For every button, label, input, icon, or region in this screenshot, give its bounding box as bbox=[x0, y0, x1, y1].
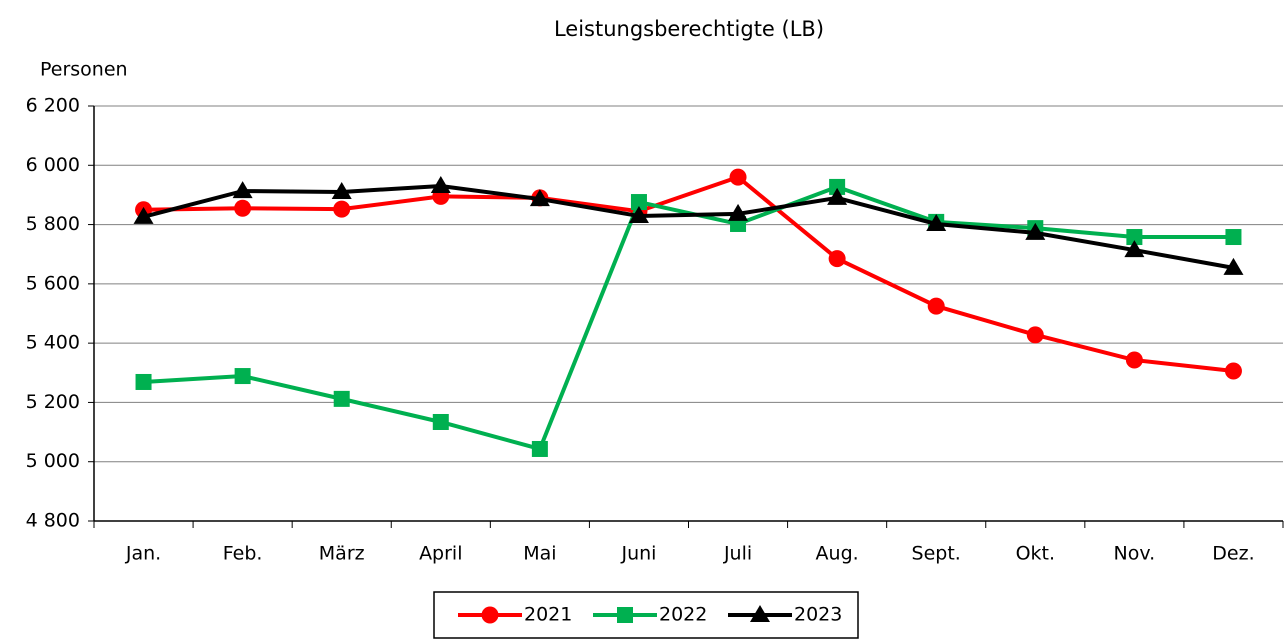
marker bbox=[1126, 229, 1143, 246]
series-line bbox=[143, 184, 1234, 452]
marker bbox=[728, 203, 749, 221]
y-tick-label: 5 600 bbox=[26, 272, 80, 294]
marker bbox=[927, 297, 945, 315]
x-tick-label: Juli bbox=[723, 543, 752, 565]
marker bbox=[1025, 222, 1046, 240]
marker bbox=[481, 606, 499, 624]
series-line bbox=[143, 174, 1234, 373]
marker bbox=[432, 413, 449, 430]
x-tick-label: Dez. bbox=[1212, 543, 1254, 565]
marker bbox=[430, 176, 451, 194]
marker bbox=[926, 213, 947, 231]
x-tick-label: Okt. bbox=[1016, 543, 1055, 565]
marker bbox=[827, 187, 848, 205]
y-axis-label: Personen bbox=[40, 59, 128, 81]
marker bbox=[333, 390, 350, 407]
x-tick-label: Jan. bbox=[125, 543, 161, 565]
series-line bbox=[143, 184, 1234, 270]
marker bbox=[630, 194, 647, 211]
marker bbox=[232, 181, 253, 199]
x-tick-label: Feb. bbox=[223, 543, 263, 565]
x-tick-label: Juni bbox=[620, 543, 656, 565]
marker bbox=[1225, 229, 1242, 246]
x-tick-label: Sept. bbox=[912, 543, 961, 565]
legend-label: 2021 bbox=[524, 604, 572, 626]
marker bbox=[529, 189, 550, 207]
chart-title: Leistungsberechtigte (LB) bbox=[554, 17, 824, 41]
marker bbox=[729, 168, 747, 186]
legend-label: 2023 bbox=[794, 604, 842, 626]
y-tick-label: 5 800 bbox=[26, 213, 80, 235]
marker bbox=[1124, 240, 1145, 258]
marker bbox=[1125, 351, 1143, 369]
marker bbox=[135, 373, 152, 390]
x-tick-label: April bbox=[419, 543, 462, 565]
marker bbox=[333, 200, 351, 218]
y-tick-label: 4 800 bbox=[26, 510, 80, 532]
marker bbox=[1026, 326, 1044, 344]
marker bbox=[829, 178, 846, 195]
x-tick-label: Aug. bbox=[816, 543, 859, 565]
marker bbox=[1224, 362, 1242, 380]
x-tick-label: Mai bbox=[523, 543, 556, 565]
marker bbox=[234, 368, 251, 385]
marker bbox=[133, 206, 154, 224]
y-tick-label: 6 200 bbox=[26, 95, 80, 117]
marker bbox=[828, 250, 846, 268]
y-tick-label: 5 400 bbox=[26, 332, 80, 354]
marker bbox=[331, 181, 352, 199]
x-tick-label: Nov. bbox=[1114, 543, 1156, 565]
y-tick-label: 5 200 bbox=[26, 391, 80, 413]
y-tick-label: 6 000 bbox=[26, 154, 80, 176]
legend-label: 2022 bbox=[659, 604, 707, 626]
marker bbox=[617, 607, 633, 623]
marker bbox=[750, 605, 770, 622]
y-tick-label: 5 000 bbox=[26, 450, 80, 472]
marker bbox=[628, 205, 649, 223]
x-tick-label: März bbox=[319, 543, 365, 565]
marker bbox=[531, 440, 548, 457]
marker bbox=[1223, 257, 1244, 275]
marker bbox=[234, 199, 252, 217]
